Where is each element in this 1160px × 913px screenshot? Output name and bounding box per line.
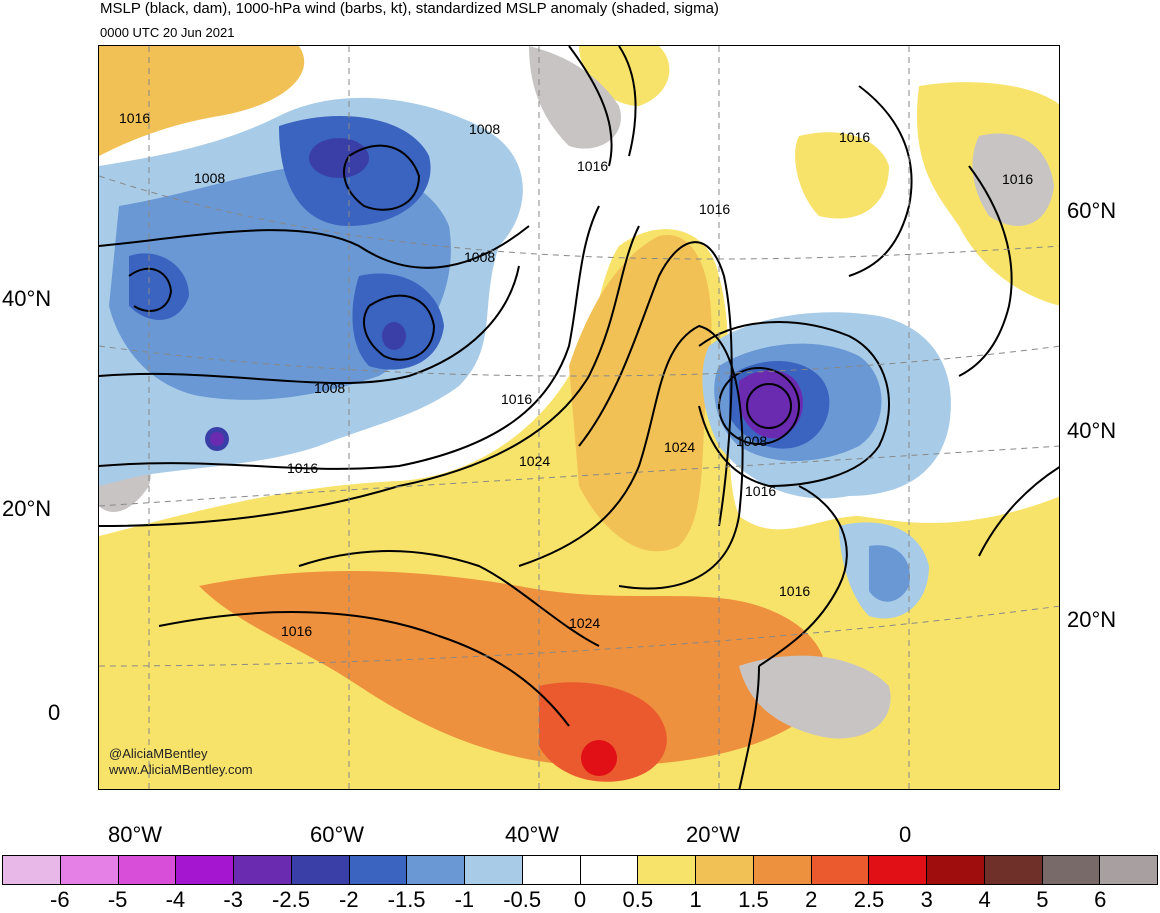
positive-anomaly-core — [199, 571, 827, 766]
map-panel: 1016 1008 1008 1016 1016 1016 1008 1016 … — [98, 45, 1060, 790]
credit-handle: @AliciaMBentley — [109, 746, 208, 761]
colorbar-tick-label: 2 — [805, 887, 818, 912]
lat-label-right: 60°N — [1067, 198, 1117, 223]
contour-label: 1016 — [577, 158, 608, 174]
colorbar-swatch — [522, 856, 581, 884]
colorbar-tick-label: 1 — [689, 887, 702, 912]
colorbar-tick-label: -1 — [454, 887, 475, 912]
colorbar-swatch — [811, 856, 870, 884]
colorbar-tick-label: 6 — [1094, 887, 1107, 912]
lon-label: 60°W — [310, 822, 365, 847]
contour-label: 1008 — [194, 170, 225, 186]
contour-label: 1024 — [519, 453, 550, 469]
lat-label-left: 40°N — [2, 286, 52, 311]
anomaly-map: 1016 1008 1008 1016 1016 1016 1008 1016 … — [99, 46, 1059, 789]
contour-label: 1016 — [839, 129, 870, 145]
contour-label: 1008 — [464, 249, 495, 265]
chart-timestamp: 0000 UTC 20 Jun 2021 — [100, 25, 235, 40]
contour-label: 1016 — [501, 391, 532, 407]
contour-label: 1016 — [779, 583, 810, 599]
colorbar-swatch — [580, 856, 639, 884]
colorbar-tick-label: 0.5 — [622, 887, 654, 912]
colorbar-swatch — [60, 856, 119, 884]
contour-label: 1016 — [1002, 171, 1033, 187]
colorbar-tick-label: 5 — [1036, 887, 1049, 912]
anomaly-colorbar — [2, 855, 1158, 885]
colorbar-tick-label: 0 — [573, 887, 587, 912]
contour-label: 1008 — [314, 380, 345, 396]
colorbar-swatch — [1042, 856, 1101, 884]
lat-label-left: 0 — [48, 700, 61, 725]
colorbar-swatch — [118, 856, 177, 884]
colorbar-tick-label: 1.5 — [738, 887, 769, 912]
lon-label: 40°W — [505, 822, 560, 847]
colorbar-swatch — [291, 856, 350, 884]
colorbar-tick-label: -2.5 — [272, 887, 310, 912]
contour-label: 1016 — [287, 460, 318, 476]
lon-label: 0 — [899, 822, 912, 847]
contour-label: 1016 — [699, 201, 730, 217]
colorbar-tick-label: -5 — [107, 887, 128, 912]
contour-label-group: 1016 1008 1008 1016 1016 1016 1008 1016 … — [119, 110, 1033, 639]
colorbar-tick-label: -0.5 — [503, 887, 542, 912]
positive-anomaly-peak — [539, 682, 667, 782]
contour-label: 1008 — [469, 121, 500, 137]
colorbar-tick-label: -4 — [165, 887, 186, 912]
colorbar-tick-label: -1.5 — [387, 887, 426, 912]
contour-label: 1024 — [569, 615, 600, 631]
contour-label: 1016 — [119, 110, 150, 126]
colorbar-swatch — [869, 856, 927, 884]
lon-label: 80°W — [108, 822, 163, 847]
lon-label: 20°W — [686, 822, 741, 847]
graticule — [99, 46, 1059, 789]
colorbar-swatch — [3, 856, 61, 884]
colorbar-swatch — [753, 856, 812, 884]
contour-label: 1016 — [281, 623, 312, 639]
credit-website: www.AliciaMBentley.com — [109, 762, 253, 777]
colorbar-tick-label: 4 — [978, 887, 991, 912]
colorbar-swatch — [465, 856, 523, 884]
colorbar-labels: -6 -5 -4 -3 -2.5 -2 -1.5 -1 -0.5 0 0.5 1 1.5 2 2.5 3 4 5 6 — [0, 887, 1160, 912]
colorbar-swatch — [927, 856, 985, 884]
contour-label: 1016 — [745, 483, 776, 499]
colorbar-tick-label: -3 — [223, 887, 243, 912]
chart-title: MSLP (black, dam), 1000-hPa wind (barbs,… — [100, 0, 719, 17]
lat-label-right: 20°N — [1067, 607, 1117, 632]
colorbar-swatch — [696, 856, 754, 884]
colorbar-swatch — [234, 856, 292, 884]
lat-label-right: 40°N — [1067, 418, 1117, 443]
colorbar-swatch — [407, 856, 465, 884]
azores-ridge-anomaly — [569, 234, 712, 552]
mslp-contours — [99, 46, 1059, 789]
colorbar-swatch — [1100, 856, 1157, 884]
colorbar-swatch — [638, 856, 696, 884]
colorbar-tick-label: -6 — [50, 887, 70, 912]
lat-label-left: 20°N — [2, 496, 52, 521]
colorbar-tick-label: 2.5 — [853, 887, 885, 912]
colorbar-swatch — [176, 856, 234, 884]
colorbar-swatch — [984, 856, 1043, 884]
contour-label: 1008 — [736, 433, 767, 449]
colorbar-tick-label: 3 — [920, 887, 933, 912]
colorbar-tick-label: -2 — [339, 887, 359, 912]
contour-label: 1024 — [664, 439, 695, 455]
colorbar-swatch — [349, 856, 408, 884]
